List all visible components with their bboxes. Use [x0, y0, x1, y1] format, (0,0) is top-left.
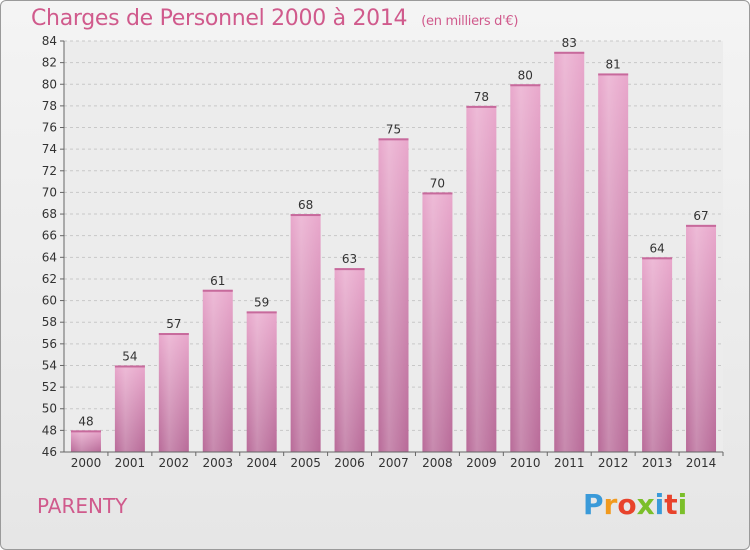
y-tick-labels: 46 48 50 52 54 56 58 60 62 64 66 68 70 72 74 76 78 80 82 84 [42, 34, 57, 459]
bar-2003 [202, 289, 233, 452]
bar-2006 [334, 268, 365, 452]
y-tick-label: 84 [42, 34, 57, 48]
value-label: 80 [518, 68, 533, 82]
x-tick-label: 2000 [71, 456, 102, 470]
value-label: 57 [166, 317, 181, 331]
value-label: 64 [649, 241, 664, 255]
y-tick-label: 60 [42, 294, 57, 308]
x-tick-label: 2010 [510, 456, 541, 470]
x-tick-label: 2002 [159, 456, 190, 470]
x-tick-labels: 2000 2001 2002 2003 2004 2005 2006 2007 2008 2009… [71, 456, 717, 470]
y-tick-label: 58 [42, 315, 57, 329]
bar-2011 [554, 51, 585, 452]
bar-2005 [290, 214, 321, 452]
y-tick-label: 48 [42, 423, 57, 437]
x-tick-label: 2012 [598, 456, 629, 470]
chart-title: Charges de Personnel 2000 à 2014 (en mill… [31, 6, 519, 31]
x-tick-label: 2001 [115, 456, 146, 470]
y-tick-label: 46 [42, 445, 57, 459]
bar-2012 [598, 73, 629, 453]
x-tick-label: 2006 [334, 456, 365, 470]
y-tick-label: 82 [42, 56, 57, 70]
bar-2013 [642, 257, 673, 452]
y-tick-label: 52 [42, 380, 57, 394]
bar-2001 [114, 365, 145, 452]
y-tick-label: 64 [42, 250, 57, 264]
value-label: 78 [474, 90, 489, 104]
value-label: 67 [693, 209, 708, 223]
y-tick-label: 76 [42, 121, 57, 135]
value-label: 63 [342, 252, 357, 266]
y-tick-label: 50 [42, 402, 57, 416]
commune-name: PARENTY [37, 494, 128, 518]
bar-2009 [466, 105, 497, 452]
bar-2004 [246, 311, 277, 452]
bar-2014 [686, 224, 717, 452]
bars [70, 51, 724, 456]
bar-2002 [158, 333, 189, 452]
x-tick-label: 2013 [642, 456, 673, 470]
y-tick-label: 72 [42, 164, 57, 178]
y-tick-label: 66 [42, 229, 57, 243]
bar-2010 [510, 84, 541, 453]
axes [63, 41, 723, 453]
x-tick-label: 2014 [686, 456, 717, 470]
x-tick-label: 2008 [422, 456, 453, 470]
y-tick-label: 70 [42, 185, 57, 199]
value-label: 61 [210, 274, 225, 288]
y-tick-label: 54 [42, 358, 57, 372]
value-label: 54 [122, 349, 137, 363]
x-tick-label: 2004 [246, 456, 277, 470]
x-tick-label: 2007 [378, 456, 409, 470]
value-labels: 48 54 57 61 59 68 63 75 70 78 80 83 81 64 67 [78, 36, 708, 429]
y-tick-label: 78 [42, 99, 57, 113]
bar-2007 [378, 138, 409, 452]
value-label: 68 [298, 198, 313, 212]
y-tick-label: 80 [42, 77, 57, 91]
proxiti-logo: Proxiti [583, 488, 688, 521]
y-tick-label: 56 [42, 337, 57, 351]
y-tick-label: 62 [42, 272, 57, 286]
value-label: 59 [254, 295, 269, 309]
x-tick-label: 2003 [202, 456, 233, 470]
x-tick-label: 2009 [466, 456, 497, 470]
bar-2000 [70, 430, 101, 452]
x-tick-label: 2011 [554, 456, 585, 470]
value-label: 81 [606, 57, 621, 71]
value-label: 83 [562, 36, 577, 50]
y-tick-label: 74 [42, 142, 57, 156]
y-tick-label: 68 [42, 207, 57, 221]
x-tick-label: 2005 [290, 456, 321, 470]
value-label: 75 [386, 122, 401, 136]
value-label: 48 [78, 414, 93, 428]
chart-subtitle: (en milliers d'€) [421, 14, 519, 29]
value-label: 70 [430, 176, 445, 190]
bar-2008 [422, 192, 453, 452]
